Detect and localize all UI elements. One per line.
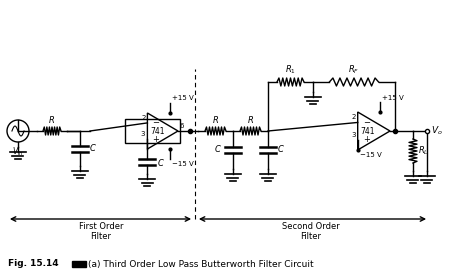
Text: $V_{in}$: $V_{in}$ [12, 146, 24, 158]
Text: Second Order
Filter: Second Order Filter [282, 222, 340, 241]
Text: $R_L$: $R_L$ [418, 145, 429, 157]
Bar [126, 119, 180, 143]
Text: $R_1$: $R_1$ [285, 64, 296, 76]
Text: −15 V: −15 V [360, 151, 382, 158]
Text: +15 V: +15 V [382, 95, 404, 101]
Text: R: R [49, 116, 55, 125]
Text: C: C [90, 144, 96, 153]
Text: 2: 2 [141, 115, 146, 121]
Text: −15 V: −15 V [172, 161, 194, 167]
Text: C: C [157, 159, 163, 168]
Text: +: + [153, 134, 159, 144]
Text: 3: 3 [141, 131, 146, 137]
Text: $R_F$: $R_F$ [348, 64, 360, 76]
Text: +: + [363, 135, 370, 144]
Text: First Order
Filter: First Order Filter [79, 222, 123, 241]
Text: 741: 741 [151, 126, 165, 136]
Text: 741: 741 [361, 126, 375, 136]
Text: Fig. 15.14: Fig. 15.14 [8, 259, 59, 268]
Bar [72, 261, 86, 267]
Text: C: C [215, 146, 221, 155]
Text: −: − [153, 118, 159, 128]
Text: R: R [247, 116, 254, 125]
Text: $V_o$: $V_o$ [431, 125, 443, 137]
Text: 3: 3 [351, 132, 356, 138]
Text: R: R [212, 116, 219, 125]
Text: 2: 2 [351, 114, 356, 121]
Text: −: − [363, 118, 370, 127]
Text: 6: 6 [180, 123, 184, 129]
Text: +15 V: +15 V [172, 95, 194, 101]
Text: (a) Third Order Low Pass Butterworth Filter Circuit: (a) Third Order Low Pass Butterworth Fil… [88, 259, 314, 268]
Text: C: C [278, 146, 284, 155]
